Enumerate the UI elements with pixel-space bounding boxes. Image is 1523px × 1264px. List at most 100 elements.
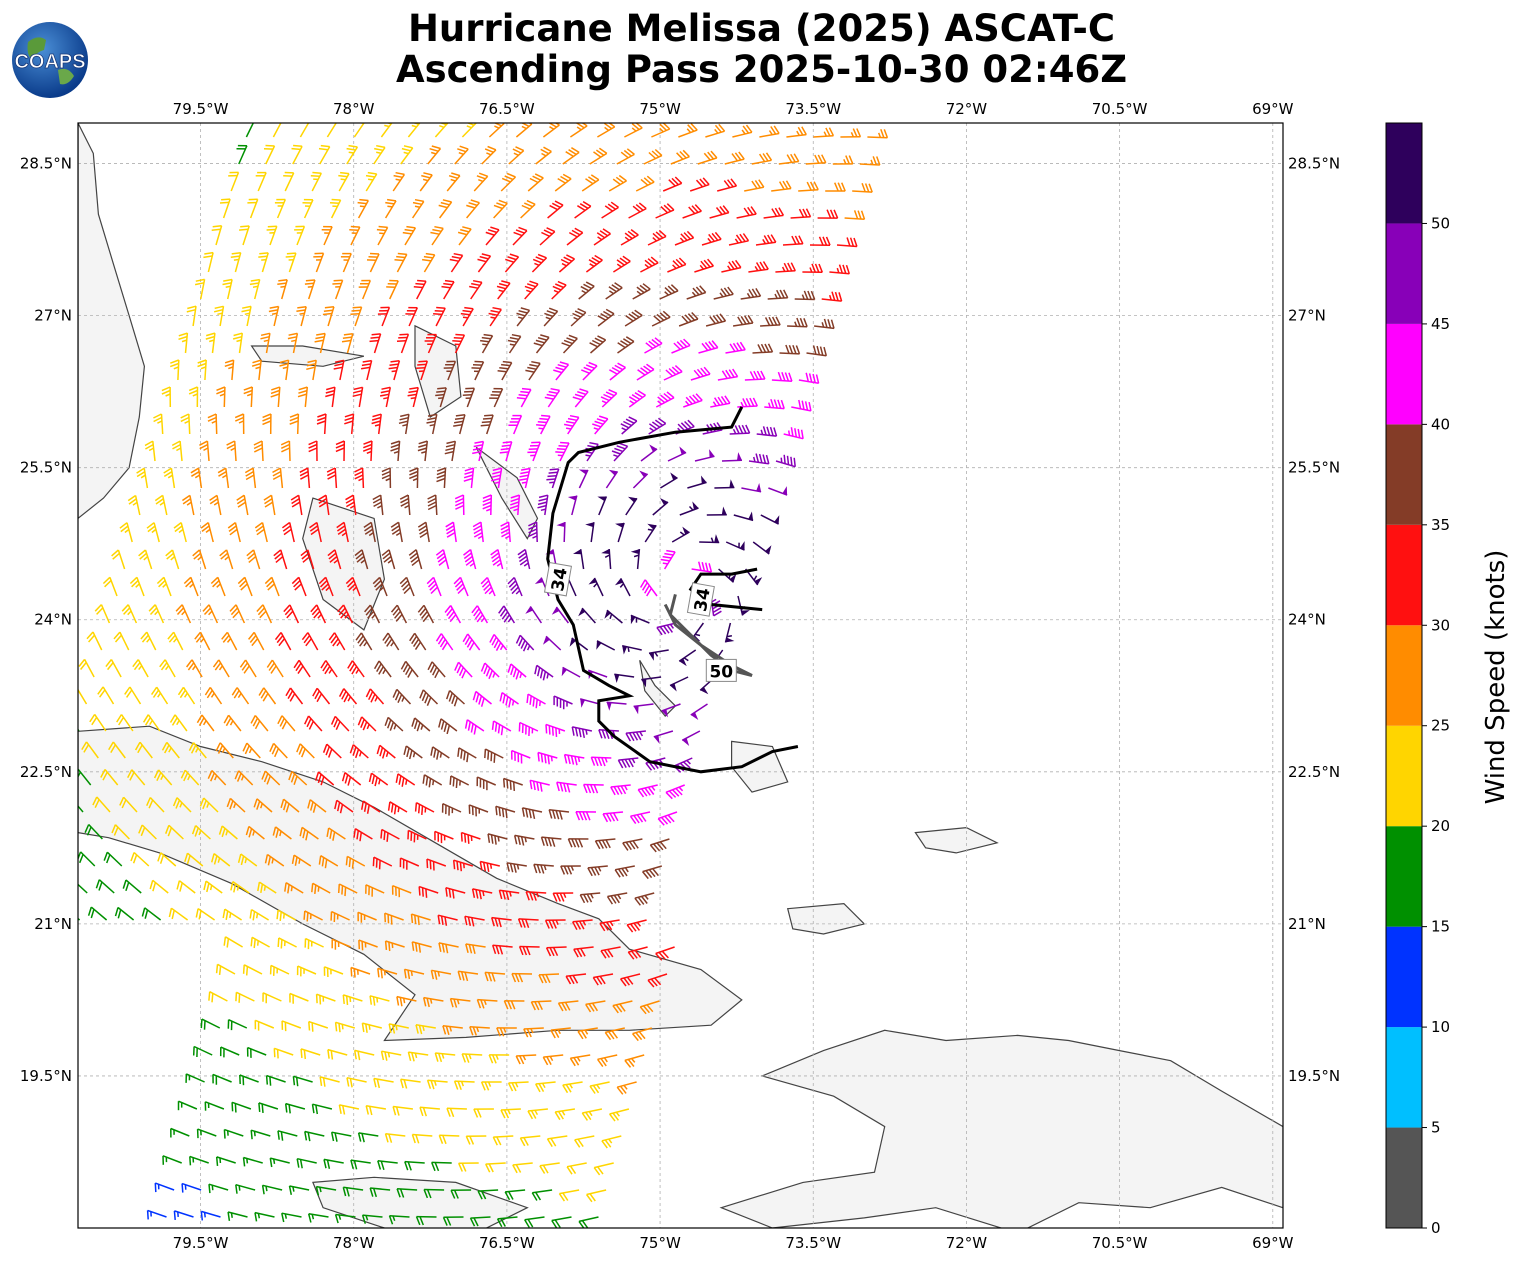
wind-barb — [237, 853, 258, 867]
wind-barb — [422, 996, 444, 1008]
wind-barb — [326, 827, 346, 841]
wind-barb — [284, 882, 304, 894]
wind-barb — [476, 998, 498, 1009]
wind-barb — [471, 360, 485, 381]
wind-barb — [219, 1046, 240, 1058]
wind-barb — [500, 1108, 521, 1119]
wind-barb — [511, 972, 533, 983]
wind-barb — [395, 773, 416, 787]
wind-barb — [246, 1046, 267, 1058]
wind-barb — [345, 494, 357, 516]
wind-barb — [211, 225, 223, 246]
colorbar-segment — [1386, 926, 1422, 1028]
wind-barb — [39, 797, 56, 812]
wind-barb — [336, 521, 349, 543]
wind-barb — [717, 368, 739, 381]
wind-barb — [469, 1216, 491, 1227]
wind-barb — [518, 721, 539, 737]
wind-barb — [480, 576, 496, 597]
wind-barb — [748, 261, 769, 273]
wind-barb — [435, 633, 454, 651]
wind-barb — [437, 914, 458, 926]
colorbar-tick-label: 35 — [1431, 516, 1450, 534]
wind-barb — [527, 173, 544, 192]
wind-barb — [263, 494, 276, 516]
wind-barb — [558, 1189, 580, 1202]
wind-barb — [540, 836, 562, 847]
wind-barb — [226, 797, 246, 813]
wind-barb — [721, 452, 743, 462]
wind-barb — [691, 561, 713, 573]
wind-barb — [192, 1045, 213, 1058]
wind-barb — [480, 414, 494, 435]
contour-50kt — [663, 594, 753, 677]
wind-barb — [539, 1162, 560, 1174]
wind-barb — [247, 198, 259, 219]
wind-barb — [386, 279, 399, 300]
wind-barb — [156, 576, 172, 597]
wind-barb — [100, 769, 119, 786]
wind-barb — [512, 226, 528, 246]
wind-barb — [457, 226, 472, 246]
wind-barb — [736, 206, 757, 219]
wind-barb — [368, 772, 389, 787]
wind-barb — [203, 251, 214, 273]
wind-barb — [578, 607, 596, 624]
wind-barb — [86, 631, 103, 651]
wind-barb — [303, 910, 323, 922]
wind-barb — [307, 1213, 329, 1223]
wind-barb — [606, 892, 628, 905]
wind-barb — [651, 123, 671, 138]
wind-barb — [242, 964, 263, 976]
wind-barb — [154, 494, 168, 516]
wind-barb — [624, 1054, 645, 1068]
wind-barb — [454, 661, 473, 679]
wind-barb — [258, 252, 269, 273]
wind-barb — [321, 225, 333, 246]
wind-barb — [354, 549, 369, 570]
wind-barb — [533, 863, 554, 874]
wind-barb — [330, 715, 350, 732]
wind-barb — [465, 943, 486, 954]
wind-barb — [189, 1155, 209, 1166]
title-line-1: Hurricane Melissa (2025) ASCAT-C — [407, 7, 1116, 50]
wind-barb — [318, 144, 331, 165]
wind-barb — [485, 1162, 506, 1173]
wind-barb — [725, 541, 745, 551]
lon-tick-label-bottom: 69°W — [1252, 1234, 1294, 1252]
wind-barb — [464, 719, 485, 735]
wind-barb — [625, 730, 646, 742]
wind-barb — [355, 632, 373, 651]
wind-barb — [138, 824, 157, 840]
wind-barb — [43, 879, 61, 893]
wind-barb — [694, 258, 714, 273]
wind-barb — [714, 479, 735, 489]
wind-barb — [452, 333, 466, 354]
colorbar-title: Wind Speed (knots) — [1481, 550, 1511, 805]
wind-barb — [281, 1212, 302, 1223]
wind-barb — [484, 971, 506, 982]
wind-barb — [294, 225, 306, 246]
wind-barb — [733, 511, 754, 522]
wind-barb — [608, 174, 627, 192]
wind-barb — [178, 332, 189, 354]
wind-barb — [229, 604, 246, 624]
wind-barb — [377, 1160, 398, 1171]
wind-barb — [436, 467, 447, 489]
wind-barb — [283, 604, 300, 624]
wind-barb — [186, 305, 197, 327]
cuba-island — [78, 725, 743, 1042]
wind-barb — [573, 549, 585, 570]
wind-barb — [628, 389, 646, 408]
wind-barb — [430, 969, 452, 980]
wind-barb — [534, 664, 554, 681]
wind-barb — [665, 784, 685, 800]
wind-barb — [574, 1135, 595, 1148]
acklins-island — [730, 740, 789, 793]
wind-barb — [379, 386, 392, 408]
wind-barb — [306, 359, 317, 381]
wind-barb — [507, 333, 522, 354]
wind-barb — [215, 1156, 236, 1166]
wind-barb — [200, 1018, 221, 1030]
wind-barb — [122, 879, 142, 894]
